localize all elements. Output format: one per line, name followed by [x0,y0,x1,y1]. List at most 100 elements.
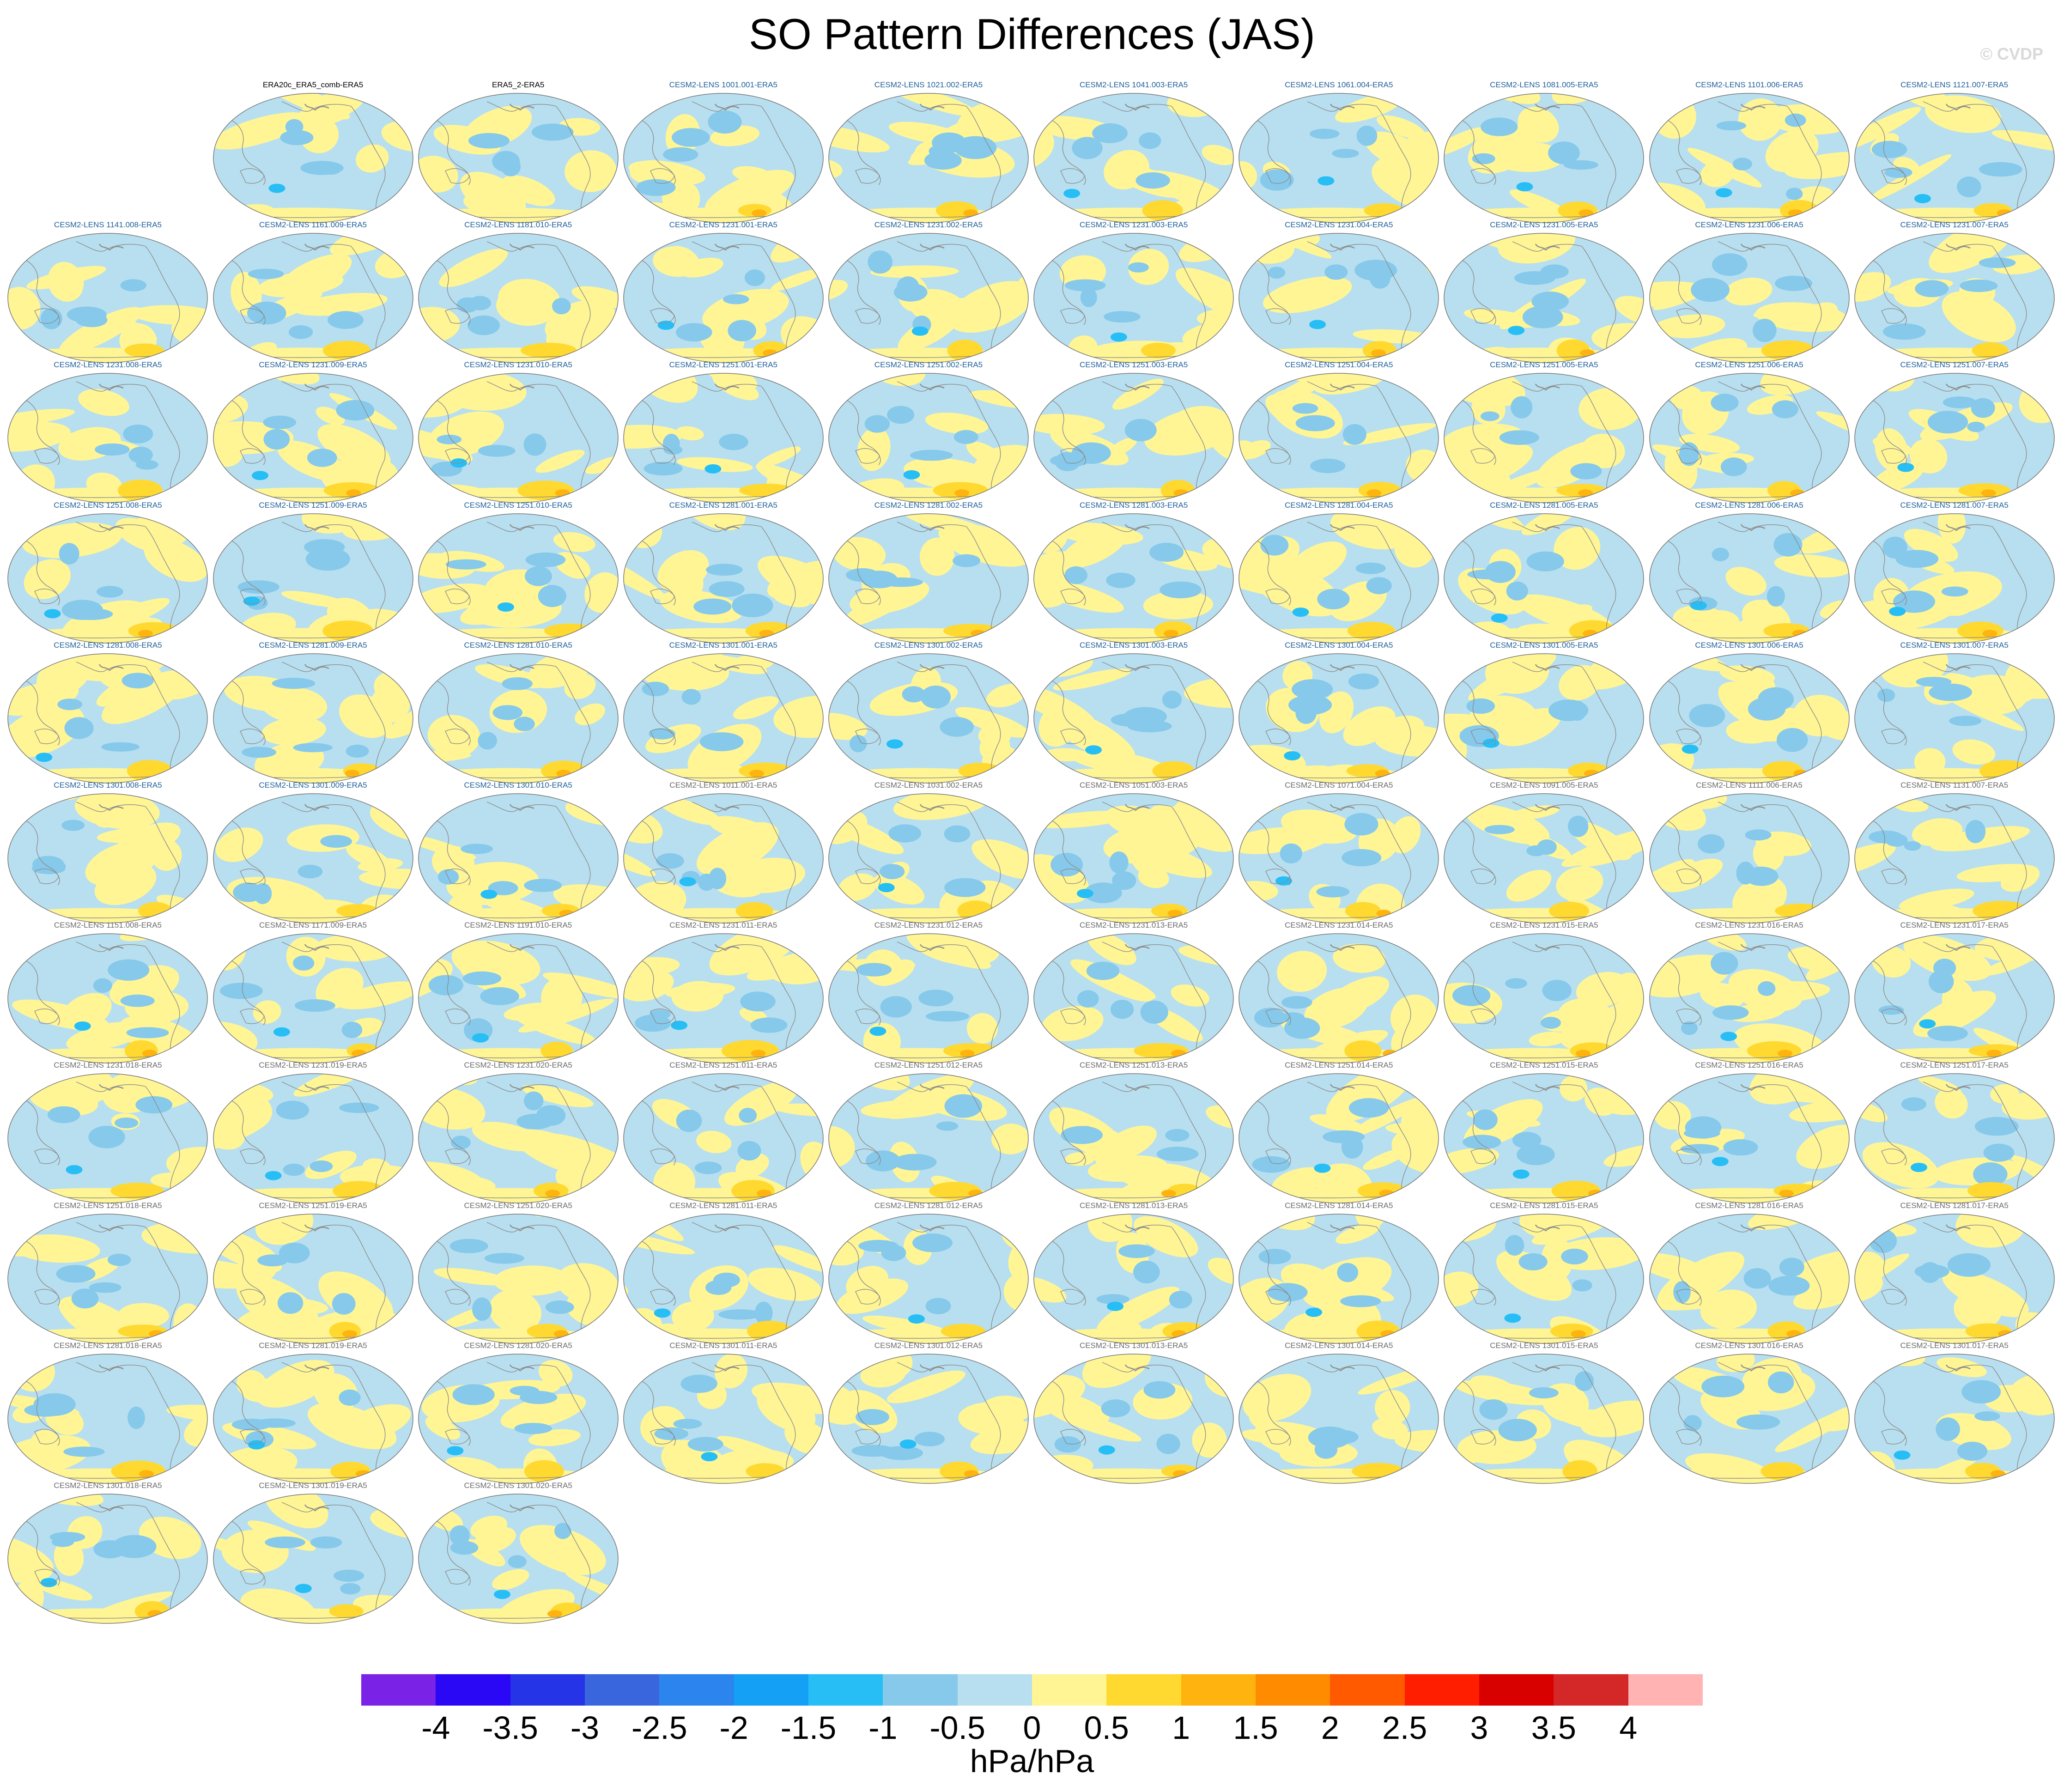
negative-anomaly [1683,1415,1702,1431]
southern-positive-band [623,1468,814,1483]
map-panel [1444,233,1645,363]
continent-outline [1060,308,1085,324]
continent-outline [1675,308,1701,324]
positive-anomaly [1909,438,1947,474]
panel-title: CESM2-LENS 1231.002-ERA5 [874,220,983,230]
positive-anomaly [1928,233,2014,273]
panel-title: CESM2-LENS 1281.005-ERA5 [1490,500,1598,510]
positive-anomaly [1372,1418,1408,1440]
panel-title: CESM2-LENS 1301.002-ERA5 [874,640,983,650]
positive-anomaly [1061,528,1128,568]
continent-outline [1675,1148,1701,1164]
positive-anomaly [1854,1270,1883,1303]
strong-negative-anomaly [1914,194,1931,203]
strong-negative-anomaly [66,1165,83,1175]
panel-title: CESM2-LENS 1281.012-ERA5 [874,1201,983,1210]
continent-outline [855,1428,880,1445]
continent-outline [1060,588,1085,604]
strong-positive-anomaly [752,209,767,217]
continent-outline [1512,802,1616,914]
colorbar-box [584,1674,660,1706]
negative-anomaly [1258,1248,1291,1264]
colorbar-tick: 4 [1619,1710,1638,1746]
positive-max-anomaly [1348,621,1396,640]
map-panel [1854,513,2055,644]
continent-outline [239,1428,265,1445]
arctic-islands-outline [919,804,945,811]
panel-title: CESM2-LENS 1281.007-ERA5 [1900,500,2009,510]
positive-anomaly [1529,1032,1566,1047]
negative-anomaly [264,1536,305,1549]
strong-negative-anomaly [1888,607,1906,616]
positive-max-anomaly [111,1460,166,1482]
positive-anomaly [460,171,526,219]
negative-anomaly [1111,1000,1134,1019]
negative-anomaly [1882,323,1926,340]
panel-title: CESM2-LENS 1091.005-ERA5 [1490,781,1598,790]
continent-outline [281,241,385,354]
arctic-islands-outline [1535,944,1560,951]
negative-anomaly [1485,560,1516,583]
arctic-islands-outline [304,1504,329,1512]
positive-anomaly [1171,984,1209,1007]
map-border [1238,1213,1439,1344]
positive-anomaly [585,455,618,474]
continent-outline [1923,1221,2027,1334]
arctic-islands-outline [1125,523,1150,531]
negative-anomaly [67,306,107,323]
strong-negative-anomaly [1284,751,1301,760]
positive-anomaly [433,1213,467,1214]
colorbar-tick: 2 [1321,1710,1339,1746]
positive-anomaly [472,1122,542,1152]
positive-anomaly [489,1289,541,1333]
negative-anomaly [868,250,892,274]
strong-positive-anomaly [959,1050,975,1057]
negative-anomaly [1311,1427,1342,1446]
colorbar-box [510,1674,585,1706]
negative-anomaly [663,445,683,455]
negative-anomaly [108,959,150,981]
negative-anomaly [880,864,905,880]
colorbar-box [1404,1674,1479,1706]
negative-anomaly [675,323,712,342]
strong-negative-anomaly [1894,1450,1911,1460]
negative-anomaly [1505,1234,1524,1256]
negative-anomaly [1281,1012,1305,1023]
positive-anomaly [925,413,989,435]
arctic-islands-outline [1740,1084,1766,1092]
negative-anomaly [41,308,63,329]
strong-positive-anomaly [759,629,774,637]
continent-outline [76,1221,180,1334]
map-panel [418,1494,619,1624]
map-border [212,793,413,923]
positive-anomaly [261,93,350,120]
negative-anomaly [279,130,314,146]
panel-title: CESM2-LENS 1251.011-ERA5 [669,1061,777,1070]
continent-outline [1675,1288,1701,1305]
panel-title: CESM2-LENS 1281.020-ERA5 [464,1341,572,1350]
continent-outline [650,1148,675,1164]
negative-anomaly [335,400,374,421]
colorbar-box [1628,1674,1703,1706]
arctic-islands-outline [1330,243,1355,251]
continent-outline [897,942,1001,1054]
negative-anomaly [1685,1116,1721,1139]
arctic-islands-outline [1125,1084,1150,1092]
map-border [1444,1073,1645,1204]
positive-anomaly [500,1393,586,1429]
positive-anomaly [1903,935,1991,981]
strong-negative-anomaly [1098,1445,1115,1455]
continent-outline [34,1428,60,1445]
negative-anomaly [663,147,698,162]
continent-outline [692,1221,796,1334]
continent-outline [1512,521,1616,634]
panel-title: CESM2-LENS 1111.006-ERA5 [1696,781,1803,790]
strong-positive-anomaly [1981,489,1996,497]
strong-positive-anomaly [553,1330,569,1337]
panel-title: CESM2-LENS 1281.006-ERA5 [1695,500,1803,510]
positive-anomaly [1538,1214,1591,1228]
positive-anomaly [1584,1087,1617,1116]
map-panel [7,793,208,923]
continent-outline [855,308,880,324]
positive-anomaly [236,1275,319,1333]
